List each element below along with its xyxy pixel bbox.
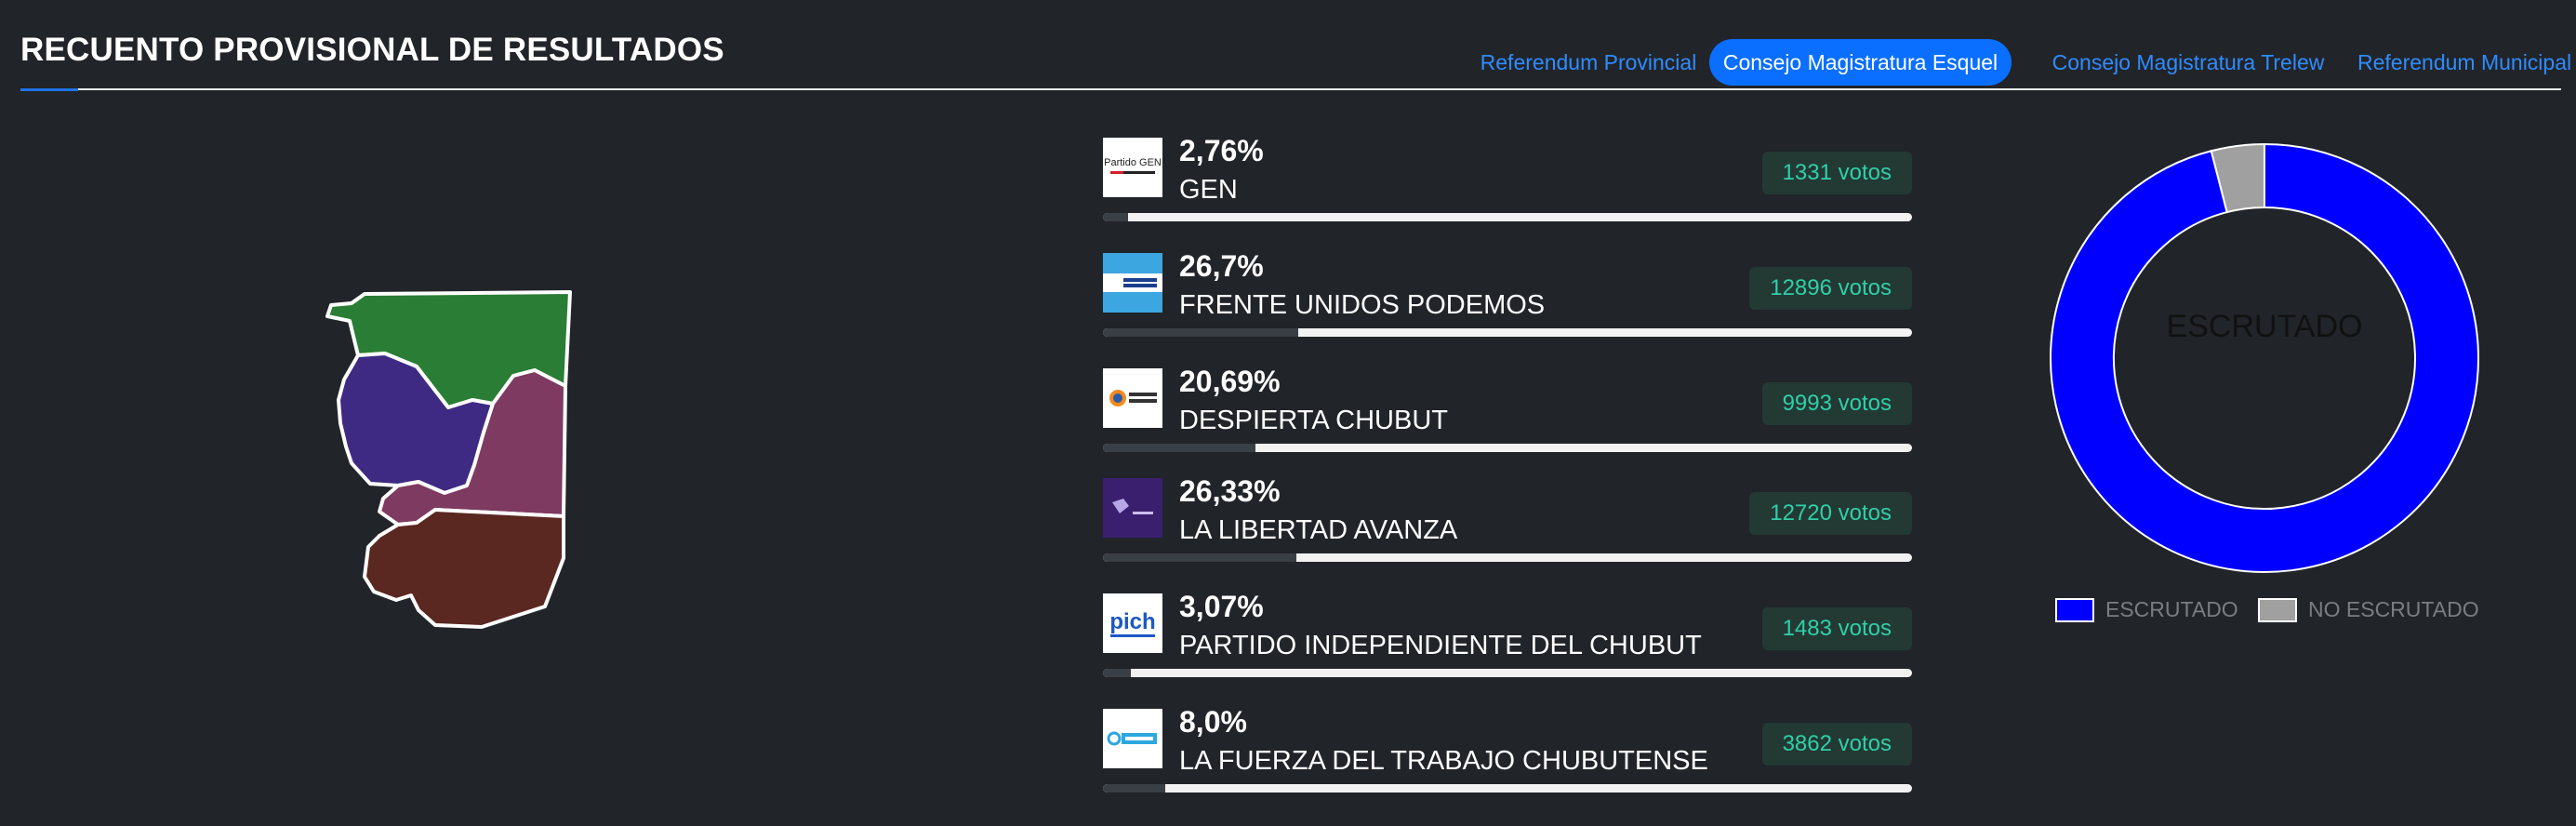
result-votes-badge: 3862 votos: [1761, 723, 1912, 766]
result-row: 8,0% LA FUERZA DEL TRABAJO CHUBUTENSE 38…: [1103, 701, 1912, 804]
tab-consejo-magistratura-trelew[interactable]: Consejo Magistratura Trelew: [2052, 50, 2325, 74]
libertad-avanza-logo-icon: [1103, 478, 1162, 538]
result-votes-badge: 12720 votos: [1749, 492, 1912, 535]
result-percent: 2,76%: [1179, 134, 1264, 167]
result-party-name: GEN: [1179, 175, 1238, 205]
result-progress-bar: [1103, 669, 1912, 677]
result-row: pich 3,07% PARTIDO INDEPENDIENTE DEL CHU…: [1103, 586, 1912, 688]
region-map: [307, 279, 586, 642]
donut-center-label: ESCRUTADO: [2166, 309, 2363, 344]
election-tabs: Referendum Provincial Consejo Magistratu…: [1469, 39, 2572, 86]
result-progress-fill: [1103, 328, 1299, 337]
result-votes-badge: 12896 votos: [1749, 267, 1912, 310]
map-region-south[interactable]: [363, 508, 565, 629]
result-row: 20,69% DESPIERTA CHUBUT 9993 votos: [1103, 361, 1912, 463]
unidos-podemos-logo-icon: [1103, 253, 1162, 313]
result-row: 26,7% FRENTE UNIDOS PODEMOS 12896 votos: [1103, 246, 1912, 348]
donut-slice-escrutado[interactable]: [2050, 142, 2479, 573]
header-divider: [20, 88, 2561, 90]
result-votes-badge: 1331 votos: [1761, 152, 1912, 194]
legend-swatch: [2258, 598, 2297, 622]
result-party-name: LA FUERZA DEL TRABAJO CHUBUTENSE: [1179, 746, 1708, 776]
result-progress-bar: [1103, 213, 1912, 221]
result-progress-bar: [1103, 784, 1912, 793]
partido-gen-logo-icon: Partido GEN: [1103, 138, 1162, 197]
result-party-name: LA LIBERTAD AVANZA: [1179, 515, 1458, 545]
legend-label: ESCRUTADO: [2105, 597, 2238, 621]
result-percent: 20,69%: [1179, 365, 1281, 398]
result-percent: 8,0%: [1179, 705, 1247, 739]
result-party-name: DESPIERTA CHUBUT: [1179, 406, 1448, 435]
result-progress-fill: [1103, 444, 1256, 452]
legend-swatch: [2055, 598, 2094, 622]
result-percent: 3,07%: [1179, 590, 1264, 623]
result-row: Partido GEN 2,76% GEN 1331 votos: [1103, 130, 1912, 233]
result-progress-fill: [1103, 784, 1166, 793]
tab-referendum-provincial[interactable]: Referendum Provincial: [1480, 50, 1697, 74]
map-region-east[interactable]: [378, 368, 567, 526]
tab-referendum-municipal[interactable]: Referendum Municipal: [2357, 50, 2572, 74]
result-party-name: PARTIDO INDEPENDIENTE DEL CHUBUT: [1179, 631, 1702, 660]
scrutiny-donut-chart: [2050, 142, 2479, 573]
donut-slice-no-escrutado[interactable]: [2210, 142, 2265, 214]
svg-text:pich: pich: [1109, 609, 1155, 634]
pich-logo-icon: pich: [1103, 593, 1162, 653]
fuerza-trabajo-logo-icon: [1103, 709, 1162, 768]
result-progress-bar: [1103, 444, 1912, 452]
result-progress-bar: [1103, 553, 1912, 562]
result-votes-badge: 1483 votos: [1761, 607, 1912, 650]
result-progress-fill: [1103, 669, 1131, 677]
result-progress-bar: [1103, 328, 1912, 337]
header-accent-bar: [20, 88, 78, 91]
page-title: RECUENTO PROVISIONAL DE RESULTADOS: [20, 32, 724, 68]
result-row: 26,33% LA LIBERTAD AVANZA 12720 votos: [1103, 471, 1912, 573]
legend-label: NO ESCRUTADO: [2308, 597, 2479, 621]
result-party-name: FRENTE UNIDOS PODEMOS: [1179, 290, 1546, 320]
tab-consejo-magistratura-esquel[interactable]: Consejo Magistratura Esquel: [1709, 39, 2012, 86]
result-progress-fill: [1103, 213, 1129, 221]
result-percent: 26,33%: [1179, 474, 1281, 508]
result-votes-badge: 9993 votos: [1761, 382, 1912, 425]
result-progress-fill: [1103, 553, 1296, 562]
svg-text:Partido GEN: Partido GEN: [1104, 157, 1162, 168]
result-percent: 26,7%: [1179, 249, 1264, 283]
despierta-chubut-logo-icon: [1103, 368, 1162, 428]
